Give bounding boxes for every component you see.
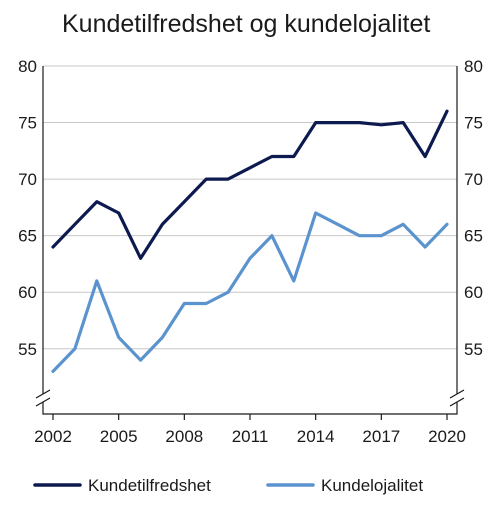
series-line-kundelojalitet bbox=[51, 211, 449, 373]
y-tick-left-80: 80 bbox=[18, 57, 37, 76]
x-tick-2011: 2011 bbox=[232, 427, 269, 446]
y-tick-right-60: 60 bbox=[464, 283, 483, 302]
y-tick-left-60: 60 bbox=[18, 283, 37, 302]
y-tick-left-70: 70 bbox=[18, 170, 37, 189]
legend-label-kundelojalitet: Kundelojalitet bbox=[321, 476, 423, 495]
y-tick-left-75: 75 bbox=[18, 114, 37, 133]
x-tick-2017: 2017 bbox=[362, 427, 400, 446]
axis-break-upper-right bbox=[449, 389, 465, 399]
series-lines bbox=[51, 109, 449, 373]
x-tick-2002: 2002 bbox=[34, 427, 72, 446]
axis-break-lower-right bbox=[449, 397, 465, 407]
axis-break-upper-left bbox=[35, 389, 51, 399]
y-tick-right-70: 70 bbox=[464, 170, 483, 189]
axes bbox=[35, 66, 465, 420]
y-tick-left-65: 65 bbox=[18, 227, 37, 246]
y-tick-right-55: 55 bbox=[464, 340, 483, 359]
chart-title: Kundetilfredshet og kundelojalitet bbox=[62, 10, 430, 38]
x-tick-2014: 2014 bbox=[297, 427, 335, 446]
legend: Kundetilfredshet Kundelojalitet bbox=[33, 476, 423, 495]
y-tick-right-75: 75 bbox=[464, 114, 483, 133]
x-tick-2020: 2020 bbox=[428, 427, 466, 446]
axis-break-lower-left bbox=[35, 397, 51, 407]
x-tick-2005: 2005 bbox=[100, 427, 138, 446]
y-tick-right-65: 65 bbox=[464, 227, 483, 246]
y-tick-left-55: 55 bbox=[18, 340, 37, 359]
axis-lines bbox=[42, 66, 458, 415]
series-line-kundetilfredshet bbox=[51, 109, 449, 260]
tick-labels: 80 80 75 75 70 70 65 65 60 60 55 55 2002 2005 2008 2011… bbox=[18, 57, 483, 446]
x-tick-2008: 2008 bbox=[165, 427, 203, 446]
y-tick-right-80: 80 bbox=[464, 57, 483, 76]
gridlines bbox=[43, 65, 457, 350]
legend-label-kundetilfredshet: Kundetilfredshet bbox=[88, 476, 211, 495]
